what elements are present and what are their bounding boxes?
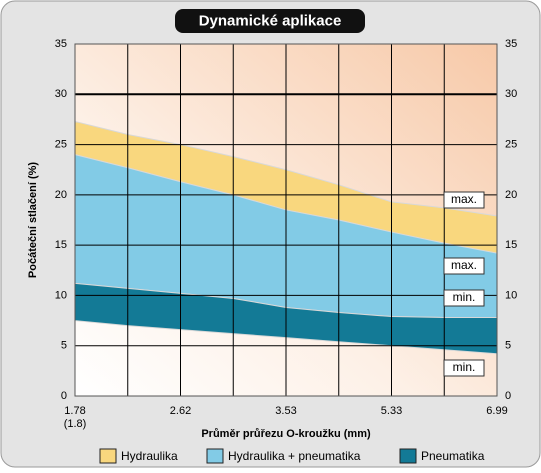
y-tick-label: 0: [61, 390, 67, 402]
legend-swatch: [399, 448, 417, 464]
title-box: [175, 9, 365, 33]
annotation: max.: [451, 192, 477, 206]
legend-label: Hydraulika + pneumatika: [228, 449, 361, 463]
x-tick-label: 6.99: [486, 405, 507, 417]
x-tick-label: 5.33: [381, 405, 402, 417]
y-tick-label: 15: [55, 239, 67, 251]
y2-tick-label: 30: [505, 88, 517, 100]
x-axis-label: Průměr průřezu O-kroužku (mm): [201, 428, 371, 440]
x-tick-sublabel: (1.8): [64, 418, 87, 430]
annotation-box: [443, 289, 485, 307]
annotation: min.: [453, 290, 476, 304]
y-tick-label: 30: [55, 88, 67, 100]
y2-tick-label: 10: [505, 289, 517, 301]
x-tick-label: 2.62: [170, 405, 191, 417]
plot-frame: [74, 43, 498, 397]
chart-title: Dynamické aplikace: [199, 12, 342, 29]
annotation: min.: [453, 360, 476, 374]
y-tick-label: 20: [55, 189, 67, 201]
annotation-box: [443, 359, 485, 377]
y-tick-label: 35: [55, 38, 67, 50]
x-tick-label: 3.53: [275, 405, 296, 417]
legend-swatch: [99, 448, 117, 464]
y2-tick-label: 20: [505, 189, 517, 201]
y-tick-label: 25: [55, 138, 67, 150]
annotation-box: [443, 257, 485, 275]
y2-tick-label: 5: [505, 340, 511, 352]
y-tick-label: 5: [61, 340, 67, 352]
annotation-box: [443, 191, 485, 209]
x-tick-label: 1.78: [64, 405, 85, 417]
annotation: max.: [451, 258, 477, 272]
y2-tick-label: 15: [505, 239, 517, 251]
y-tick-label: 10: [55, 289, 67, 301]
y-axis-label: Počáteční stlačení (%): [27, 162, 39, 278]
legend-label: Pneumatika: [421, 449, 485, 463]
y2-tick-label: 0: [505, 390, 511, 402]
legend-swatch: [206, 448, 224, 464]
legend-label: Hydraulika: [121, 449, 178, 463]
y2-tick-label: 35: [505, 38, 517, 50]
y2-tick-label: 25: [505, 138, 517, 150]
